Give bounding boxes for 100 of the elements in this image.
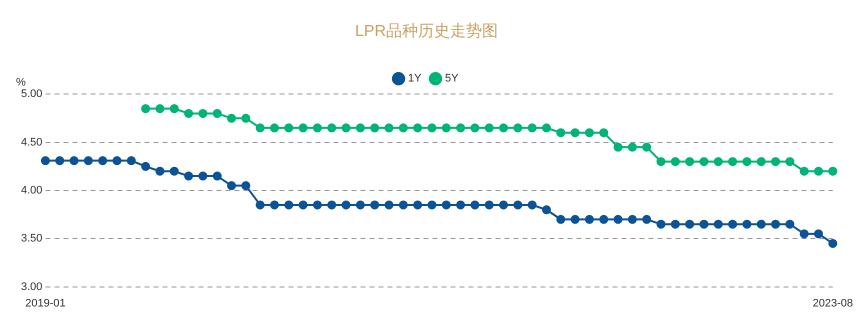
- point: [270, 200, 279, 210]
- point: [699, 157, 708, 166]
- point: [327, 123, 336, 132]
- point: [484, 123, 494, 132]
- point: [227, 181, 236, 190]
- point: [470, 123, 480, 132]
- point: [55, 156, 64, 166]
- point: [685, 220, 694, 229]
- point: [40, 156, 50, 166]
- point: [484, 200, 494, 210]
- point: [470, 200, 480, 210]
- point: [785, 220, 794, 229]
- point: [728, 157, 738, 166]
- point: [112, 156, 122, 166]
- point: [256, 123, 265, 132]
- point: [212, 108, 222, 118]
- point: [828, 166, 838, 176]
- point: [198, 172, 208, 181]
- point: [170, 104, 179, 114]
- legend-label: 5Y: [445, 72, 460, 85]
- point: [513, 200, 522, 210]
- point: [499, 123, 508, 132]
- y-tick-label: 5.00: [20, 88, 42, 100]
- point: [370, 200, 380, 210]
- point: [599, 214, 608, 224]
- y-tick-label: 3.00: [20, 280, 42, 293]
- point: [642, 142, 652, 152]
- point: [384, 200, 394, 210]
- point: [427, 200, 436, 210]
- point: [184, 108, 194, 118]
- point: [614, 142, 623, 152]
- point: [241, 114, 250, 123]
- point: [513, 123, 522, 132]
- point: [714, 220, 723, 229]
- point: [442, 123, 451, 132]
- point: [442, 200, 451, 210]
- point: [184, 172, 194, 181]
- legend-label: 1Y: [408, 72, 422, 85]
- point: [542, 123, 551, 132]
- point: [771, 157, 780, 166]
- point: [356, 123, 365, 132]
- point: [70, 156, 79, 166]
- y-axis-title: %: [16, 76, 26, 89]
- point: [198, 108, 208, 118]
- point: [126, 156, 136, 166]
- point: [398, 200, 408, 210]
- point: [685, 157, 694, 166]
- point: [800, 229, 809, 238]
- point: [284, 123, 294, 132]
- point: [499, 200, 508, 210]
- point: [542, 205, 551, 214]
- point: [528, 123, 537, 132]
- point: [327, 200, 336, 210]
- y-tick-label: 4.00: [20, 184, 42, 197]
- point: [241, 181, 250, 190]
- point: [212, 172, 222, 181]
- point: [656, 157, 666, 166]
- point: [456, 200, 466, 210]
- point: [298, 123, 308, 132]
- point: [528, 200, 537, 210]
- point: [742, 220, 752, 229]
- chart-title: LPR品种历史走势图: [354, 22, 498, 40]
- point: [155, 166, 164, 176]
- point: [628, 214, 637, 224]
- point: [270, 123, 279, 132]
- point: [771, 220, 780, 229]
- point: [570, 214, 580, 224]
- point: [312, 123, 322, 132]
- point: [256, 200, 265, 210]
- point: [828, 238, 838, 248]
- point: [342, 123, 351, 132]
- point: [384, 123, 394, 132]
- point: [756, 220, 766, 229]
- point: [556, 214, 566, 224]
- point: [312, 200, 322, 210]
- point: [413, 200, 422, 210]
- x-tick-label: 2019-01: [25, 297, 66, 310]
- point: [800, 166, 809, 176]
- point: [656, 220, 666, 229]
- y-tick-label: 3.50: [20, 232, 42, 245]
- point: [742, 157, 752, 166]
- point: [342, 200, 351, 210]
- point: [584, 214, 594, 224]
- point: [699, 220, 708, 229]
- point: [398, 123, 408, 132]
- point: [370, 123, 380, 132]
- point: [628, 142, 637, 152]
- point: [155, 104, 164, 114]
- point: [584, 128, 594, 138]
- point: [814, 229, 823, 238]
- point: [556, 128, 566, 138]
- point: [756, 157, 766, 166]
- point: [98, 156, 108, 166]
- y-tick-label: 4.50: [20, 136, 42, 148]
- point: [642, 214, 652, 224]
- point: [170, 166, 179, 176]
- point: [714, 157, 723, 166]
- point: [227, 114, 236, 123]
- point: [728, 220, 738, 229]
- point: [670, 220, 680, 229]
